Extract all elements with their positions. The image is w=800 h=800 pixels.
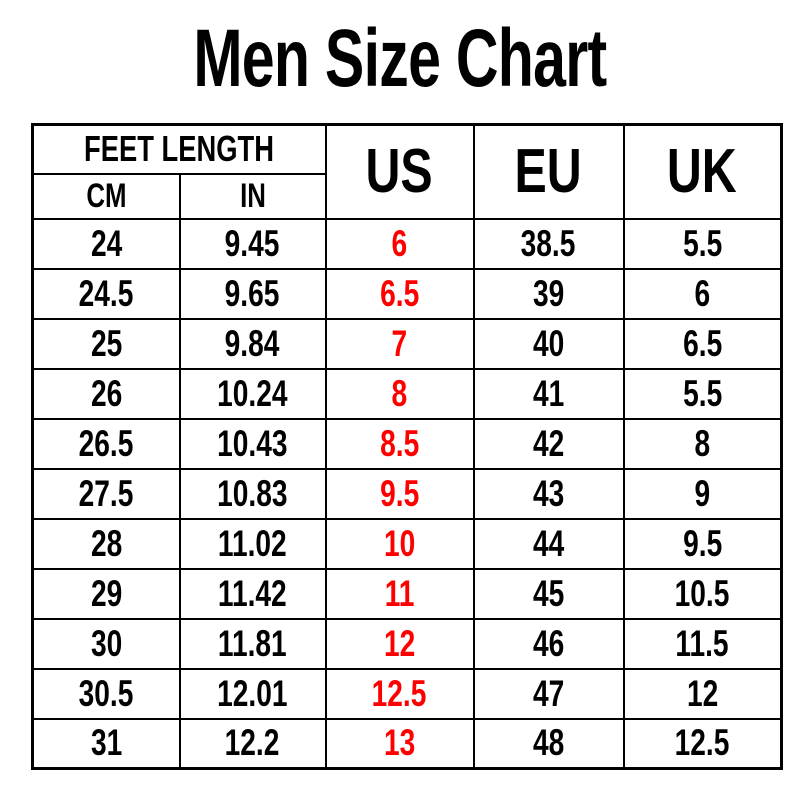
us-cell: 7 bbox=[324, 317, 475, 370]
in-cell: 9.84 bbox=[178, 317, 327, 370]
eu-cell: 41 bbox=[472, 367, 625, 420]
in-cell: 10.24 bbox=[178, 367, 327, 420]
table-row: 28 11.02 10 44 9.5 bbox=[31, 517, 783, 570]
cm-cell: 26.5 bbox=[31, 417, 181, 470]
cm-cell: 31 bbox=[31, 717, 181, 770]
cm-cell: 27.5 bbox=[31, 467, 181, 520]
in-column-header: IN bbox=[178, 172, 327, 220]
in-cell: 9.45 bbox=[178, 217, 327, 270]
uk-cell: 11.5 bbox=[622, 617, 783, 670]
eu-cell: 47 bbox=[472, 667, 625, 720]
us-cell: 8 bbox=[324, 367, 475, 420]
header-row-top: FEET LENGTH US EU UK bbox=[31, 123, 783, 220]
table-row: 30.5 12.01 12.5 47 12 bbox=[31, 667, 783, 720]
us-cell: 12 bbox=[324, 617, 475, 670]
eu-cell: 48 bbox=[472, 717, 625, 770]
header-row-sub: CM IN bbox=[31, 172, 782, 220]
in-cell: 11.42 bbox=[178, 567, 327, 620]
uk-cell: 9 bbox=[622, 467, 783, 520]
uk-cell: 6.5 bbox=[622, 317, 783, 370]
us-cell: 9.5 bbox=[324, 467, 475, 520]
in-cell: 9.65 bbox=[178, 267, 327, 320]
uk-column-header: UK bbox=[622, 123, 783, 220]
uk-cell: 5.5 bbox=[622, 367, 783, 420]
cm-cell: 30 bbox=[31, 617, 181, 670]
cm-column-header: CM bbox=[31, 172, 181, 220]
us-column-header: US bbox=[324, 123, 475, 220]
uk-cell: 10.5 bbox=[622, 567, 783, 620]
us-cell: 10 bbox=[324, 517, 475, 570]
table-row: 31 12.2 13 48 12.5 bbox=[31, 717, 783, 770]
eu-cell: 40 bbox=[472, 317, 625, 370]
table-row: 25 9.84 7 40 6.5 bbox=[31, 317, 783, 370]
eu-cell: 45 bbox=[472, 567, 625, 620]
uk-cell: 5.5 bbox=[622, 217, 783, 270]
in-cell: 12.01 bbox=[178, 667, 327, 720]
table-row: 29 11.42 11 45 10.5 bbox=[31, 567, 783, 620]
us-cell: 6.5 bbox=[324, 267, 475, 320]
cm-cell: 26 bbox=[31, 367, 181, 420]
men-size-chart-table: FEET LENGTH US EU UK CM IN 24 9.45 6 38.… bbox=[31, 123, 783, 770]
cm-cell: 24 bbox=[31, 217, 181, 270]
uk-cell: 12.5 bbox=[622, 717, 783, 770]
eu-cell: 43 bbox=[472, 467, 625, 520]
page-title-text: Men Size Chart bbox=[193, 13, 607, 104]
cm-cell: 24.5 bbox=[31, 267, 181, 320]
cm-cell: 29 bbox=[31, 567, 181, 620]
eu-cell: 44 bbox=[472, 517, 625, 570]
table-row: 26 10.24 8 41 5.5 bbox=[31, 367, 783, 420]
cm-cell: 28 bbox=[31, 517, 181, 570]
uk-cell: 12 bbox=[622, 667, 783, 720]
page-title: Men Size Chart bbox=[0, 18, 800, 100]
us-cell: 8.5 bbox=[324, 417, 475, 470]
table-row: 24.5 9.65 6.5 39 6 bbox=[31, 267, 783, 320]
us-cell: 6 bbox=[324, 217, 475, 270]
us-cell: 11 bbox=[324, 567, 475, 620]
table-row: 24 9.45 6 38.5 5.5 bbox=[31, 217, 783, 270]
in-cell: 11.81 bbox=[178, 617, 327, 670]
eu-cell: 39 bbox=[472, 267, 625, 320]
eu-cell: 42 bbox=[472, 417, 625, 470]
uk-cell: 8 bbox=[622, 417, 783, 470]
eu-cell: 46 bbox=[472, 617, 625, 670]
uk-cell: 9.5 bbox=[622, 517, 783, 570]
cm-cell: 30.5 bbox=[31, 667, 181, 720]
table-row: 27.5 10.83 9.5 43 9 bbox=[31, 467, 783, 520]
in-cell: 10.83 bbox=[178, 467, 327, 520]
in-cell: 11.02 bbox=[178, 517, 327, 570]
us-cell: 13 bbox=[324, 717, 475, 770]
table-row: 30 11.81 12 46 11.5 bbox=[31, 617, 783, 670]
in-cell: 12.2 bbox=[178, 717, 327, 770]
eu-column-header: EU bbox=[472, 123, 625, 220]
feet-length-header: FEET LENGTH bbox=[31, 123, 327, 175]
cm-cell: 25 bbox=[31, 317, 181, 370]
table-row: 26.5 10.43 8.5 42 8 bbox=[31, 417, 783, 470]
eu-cell: 38.5 bbox=[472, 217, 625, 270]
uk-cell: 6 bbox=[622, 267, 783, 320]
in-cell: 10.43 bbox=[178, 417, 327, 470]
us-cell: 12.5 bbox=[324, 667, 475, 720]
